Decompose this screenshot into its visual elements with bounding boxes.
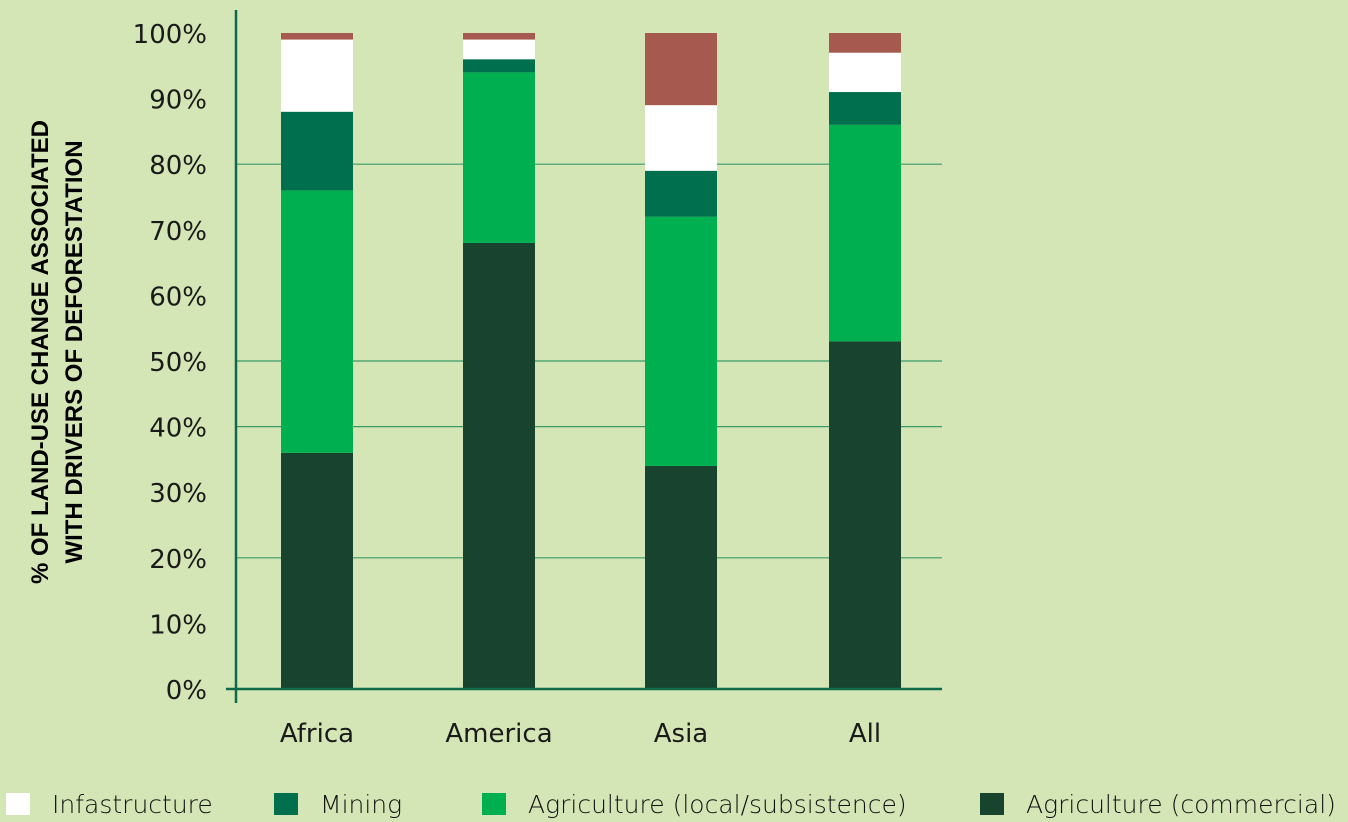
legend-swatch-infrastructure — [6, 793, 30, 815]
legend: Infastructure Mining Agriculture (local/… — [0, 786, 1348, 822]
bar-segment-africa-0 — [281, 452, 353, 689]
legend-label-mining: Mining — [320, 789, 403, 819]
y-axis-title-line-2: WITH DRIVERS OF DEFORESTATION — [61, 140, 88, 564]
bar-segment-all-2 — [829, 92, 901, 125]
bar-segment-asia-0 — [645, 465, 717, 689]
bar-segment-all-1 — [829, 124, 901, 342]
y-tick-label: 10% — [149, 610, 207, 640]
bar-segment-america-2 — [463, 59, 535, 73]
bar-segment-asia-2 — [645, 170, 717, 217]
legend-label-agriculture-local: Agriculture (local/subsistence) — [528, 789, 907, 819]
x-tick-label-africa: Africa — [280, 719, 354, 749]
y-tick-label: 20% — [149, 545, 207, 575]
chart-plot: 0% 10% 20% 30% 40% 50% 60% 70% 80% 90% 100% Africa A… — [133, 10, 942, 749]
legend-label-agriculture-commercial: Agriculture (commercial) — [1026, 789, 1336, 819]
legend-item-mining: Mining — [274, 786, 402, 822]
legend-swatch-agriculture-local — [482, 793, 506, 815]
y-axis-title-line-1: % OF LAND-USE CHANGE ASSOCIATED — [27, 119, 54, 585]
x-tick-label-asia: Asia — [654, 719, 709, 749]
y-tick-label: 70% — [149, 217, 207, 247]
legend-item-infrastructure: Infastructure — [6, 786, 213, 822]
y-tick-label: 0% — [166, 676, 207, 706]
bar-segment-all-4 — [829, 33, 901, 53]
bar-segment-america-4 — [463, 33, 535, 40]
bar-segment-all-0 — [829, 341, 901, 689]
y-axis-title: % OF LAND-USE CHANGE ASSOCIATED WITH DRI… — [10, 0, 106, 710]
y-tick-label: 60% — [149, 282, 207, 312]
bar-segment-africa-2 — [281, 111, 353, 191]
x-tick-label-america: America — [445, 719, 552, 749]
y-tick-label: 50% — [149, 348, 207, 378]
bar-segment-asia-3 — [645, 105, 717, 171]
legend-item-agriculture-local: Agriculture (local/subsistence) — [482, 786, 907, 822]
bar-segment-america-0 — [463, 242, 535, 690]
bar-segment-africa-1 — [281, 190, 353, 453]
y-tick-label: 80% — [149, 151, 207, 181]
bar-segment-all-3 — [829, 52, 901, 93]
legend-label-infrastructure: Infastructure — [52, 789, 213, 819]
legend-swatch-agriculture-commercial — [980, 793, 1004, 815]
legend-item-agriculture-commercial: Agriculture (commercial) — [980, 786, 1336, 822]
bar-segment-asia-4 — [645, 33, 717, 106]
bar-segment-america-1 — [463, 72, 535, 243]
bar-segment-asia-1 — [645, 216, 717, 466]
legend-swatch-mining — [274, 793, 298, 815]
y-tick-label: 90% — [149, 86, 207, 116]
bar-segment-africa-4 — [281, 33, 353, 40]
y-tick-label: 30% — [149, 479, 207, 509]
y-tick-label: 100% — [133, 20, 207, 50]
x-tick-label-all: All — [849, 719, 881, 749]
y-tick-label: 40% — [149, 414, 207, 444]
bar-segment-america-3 — [463, 39, 535, 60]
bar-segment-africa-3 — [281, 39, 353, 112]
